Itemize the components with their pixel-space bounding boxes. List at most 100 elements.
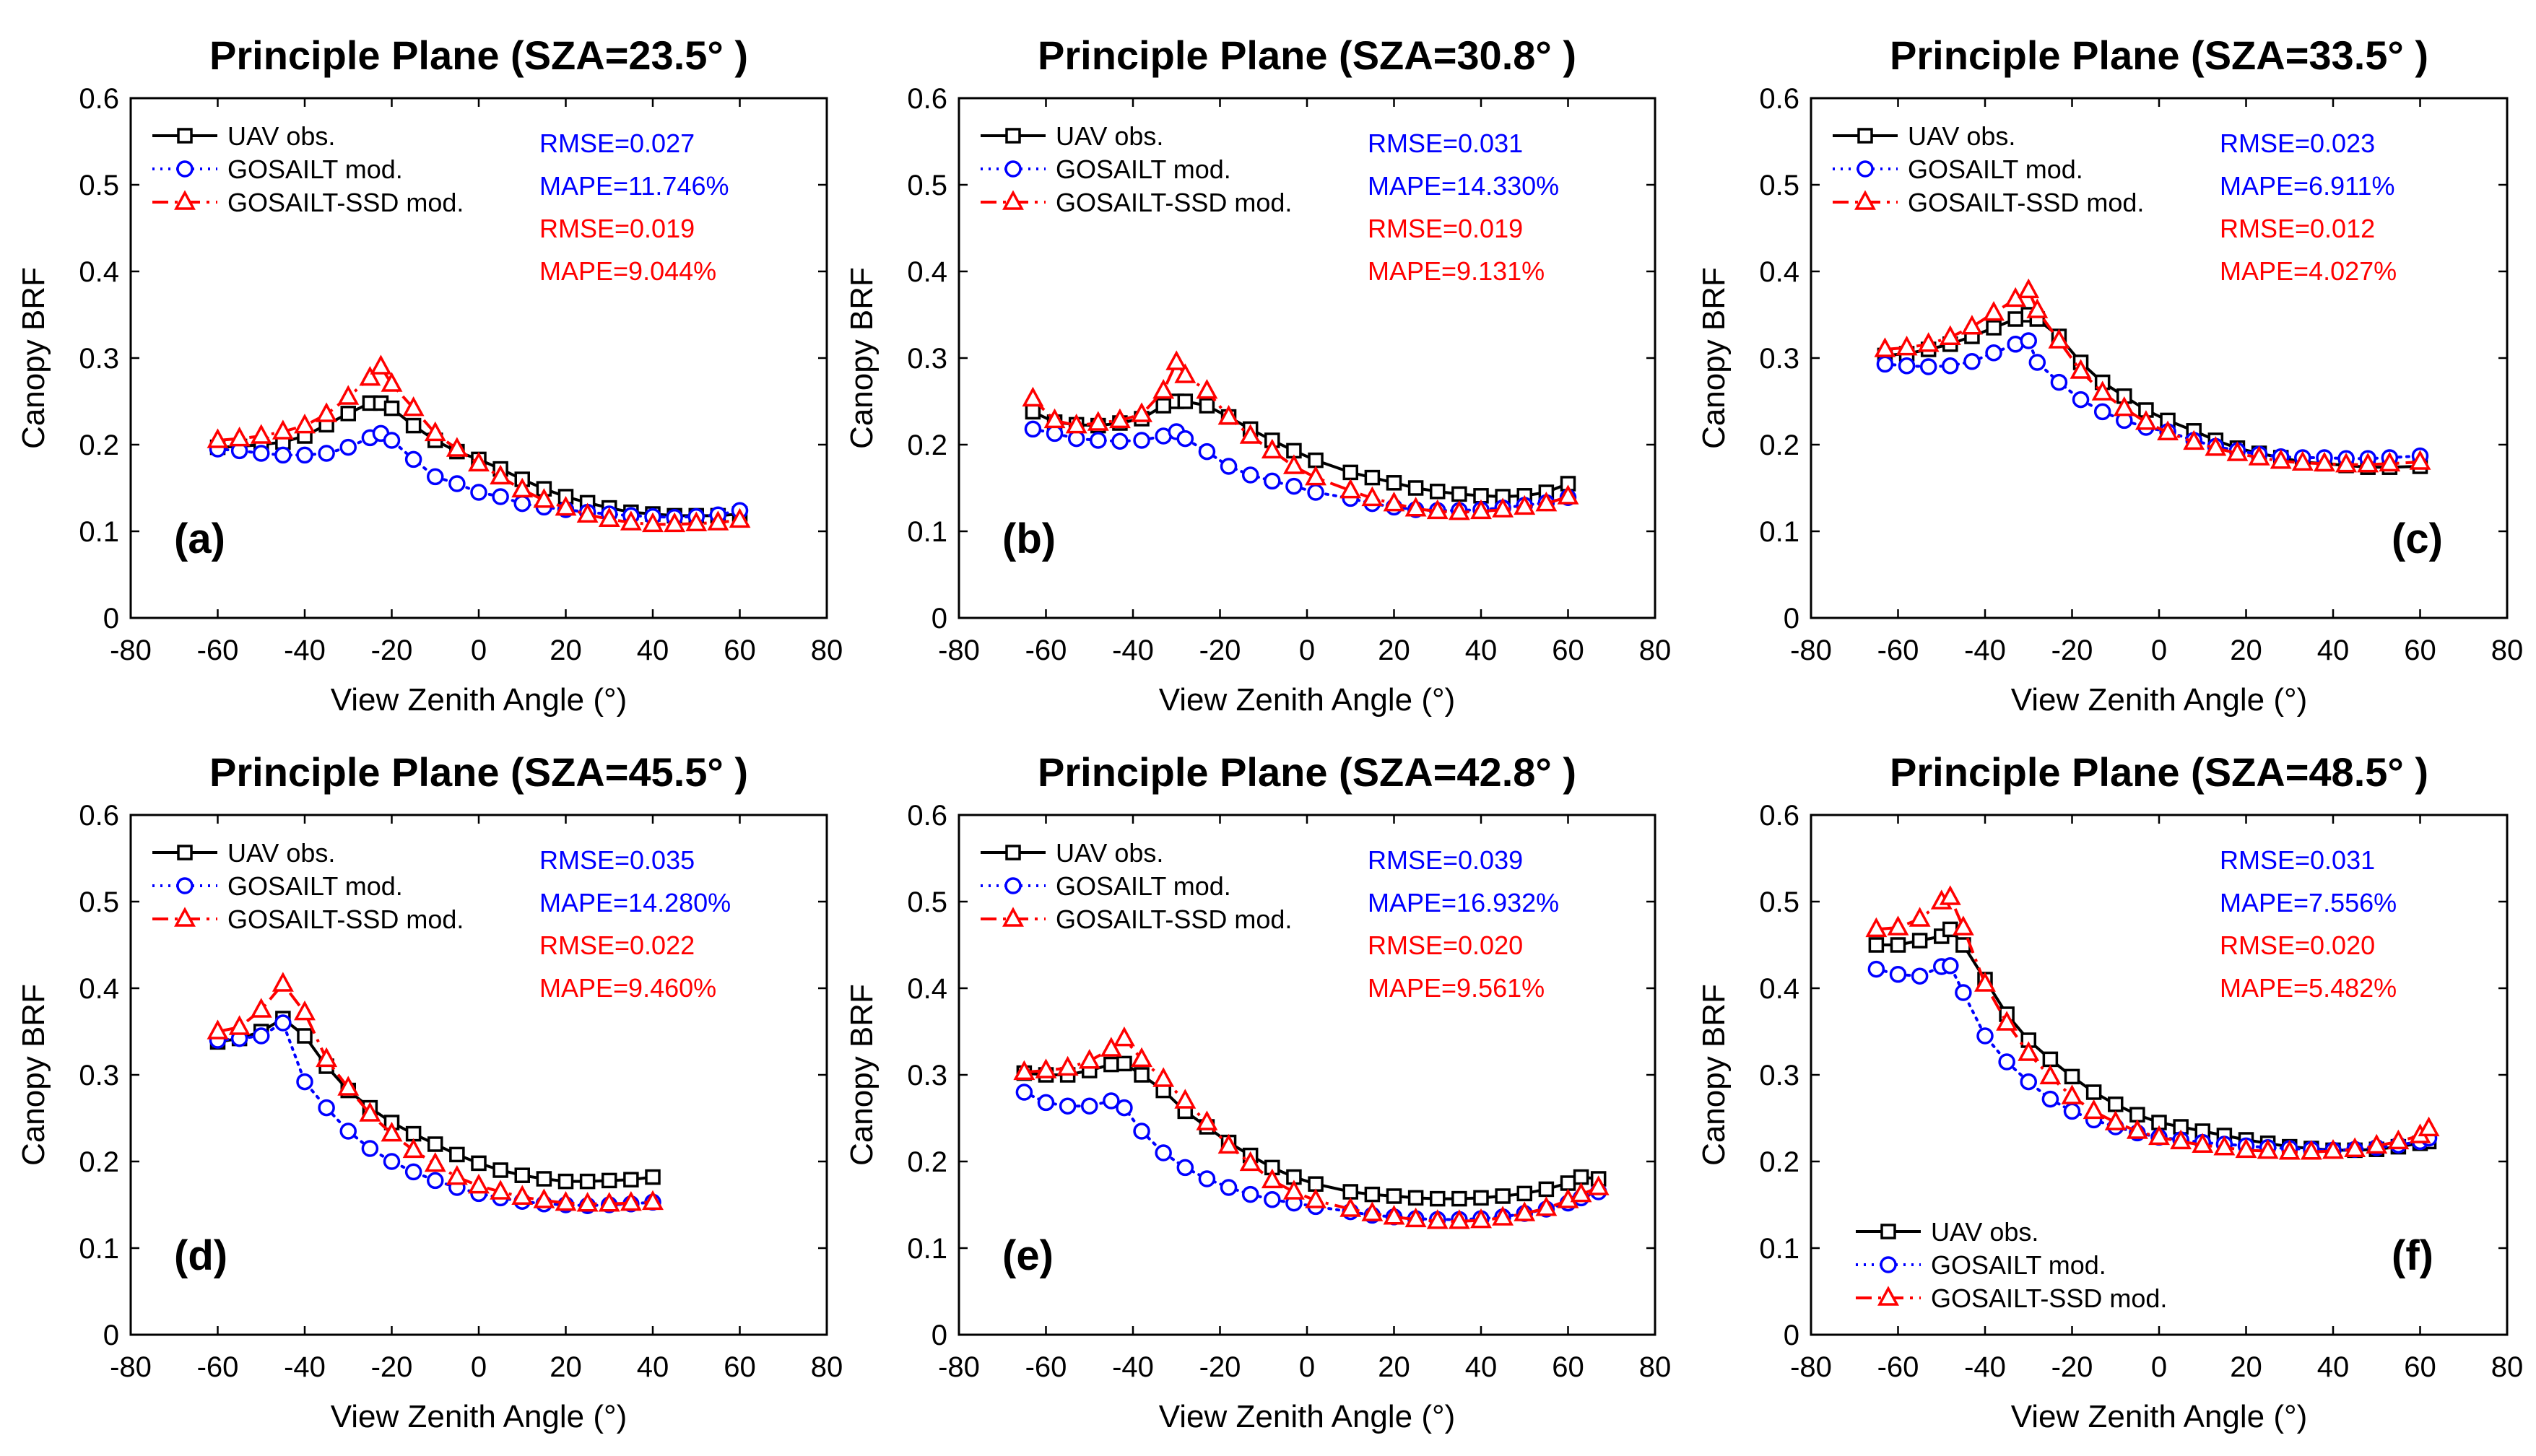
data-point-ssd	[250, 424, 272, 444]
data-point-gos	[1198, 1170, 1216, 1187]
x-tick-label: 80	[2491, 1351, 2524, 1383]
legend-marker-obs	[1005, 128, 1021, 144]
stat-annotation: RMSE=0.019	[539, 214, 695, 243]
legend-label: UAV obs.	[227, 121, 335, 151]
x-tick-label: 40	[2317, 635, 2350, 666]
stat-annotation: RMSE=0.023	[2220, 128, 2375, 158]
data-point-ssd	[1108, 408, 1131, 429]
data-point-gos	[1998, 1053, 2015, 1071]
legend-label: UAV obs.	[1908, 121, 2015, 151]
x-tick-label: -20	[371, 635, 413, 666]
data-point-ssd	[1470, 499, 1492, 520]
data-point-ssd	[1361, 486, 1384, 507]
data-point-gos	[1889, 966, 1907, 983]
legend-label: GOSAILT mod.	[227, 154, 403, 184]
data-point-obs	[1103, 1056, 1119, 1073]
y-tick-label: 0.5	[79, 886, 119, 918]
stat-annotation: MAPE=4.027%	[2220, 256, 2397, 286]
y-tick-label: 0.1	[1759, 516, 1799, 548]
data-point-ssd	[490, 464, 512, 485]
data-point-ssd	[1196, 378, 1218, 399]
data-point-ssd	[2409, 450, 2431, 470]
data-point-obs	[297, 1028, 313, 1044]
data-point-obs	[449, 1146, 465, 1163]
chart-title: Principle Plane (SZA=33.5° )	[1890, 32, 2428, 78]
data-point-ssd	[294, 413, 316, 434]
x-tick-label: -40	[1112, 1351, 1154, 1383]
data-point-ssd	[2148, 1125, 2170, 1146]
legend-marker-obs	[1005, 845, 1021, 860]
data-point-ssd	[2157, 420, 2179, 440]
x-tick-label: 40	[1465, 1351, 1498, 1383]
y-tick-label: 0.3	[79, 343, 119, 375]
data-point-gos	[1037, 1094, 1055, 1112]
y-tick-label: 0.1	[907, 1233, 947, 1265]
data-point-gos	[339, 438, 357, 456]
x-tick-label: -40	[1964, 635, 2006, 666]
x-tick-label: -20	[1199, 1351, 1241, 1383]
stat-annotation: MAPE=9.131%	[1368, 256, 1545, 286]
data-point-ssd	[2018, 1041, 2040, 1061]
x-tick-label: 20	[1378, 1351, 1410, 1383]
data-point-ssd	[1587, 1175, 1610, 1195]
y-tick-label: 0.5	[1759, 170, 1799, 201]
data-point-gos	[1220, 458, 1238, 475]
data-point-obs	[602, 1172, 617, 1189]
y-tick-label: 0.5	[79, 170, 119, 201]
data-point-ssd	[2291, 450, 2314, 471]
y-tick-label: 0.2	[907, 430, 947, 461]
data-point-ssd	[402, 1138, 425, 1159]
data-point-ssd	[2205, 436, 2227, 456]
x-tick-label: -60	[1025, 635, 1067, 666]
data-point-ssd	[2379, 451, 2401, 472]
data-point-gos	[1220, 1179, 1238, 1196]
legend-marker-gos	[1004, 877, 1022, 894]
chart-panel-a: Principle Plane (SZA=23.5° ) -80 -60 -40 -20…	[16, 32, 843, 718]
legend-marker-ssd	[1002, 190, 1024, 210]
legend-marker-obs	[177, 128, 193, 144]
stat-annotation: MAPE=7.556%	[2220, 888, 2397, 917]
x-tick-label: -60	[1877, 635, 1919, 666]
data-point-obs	[2042, 1051, 2059, 1068]
x-tick-label: 60	[2404, 635, 2436, 666]
x-tick-label: -60	[1025, 1351, 1067, 1383]
data-point-ssd	[2257, 1138, 2279, 1159]
legend-label: GOSAILT mod.	[227, 871, 403, 901]
data-point-ssd	[1261, 1168, 1283, 1189]
y-tick-label: 0.2	[907, 1146, 947, 1178]
data-point-obs	[645, 1169, 661, 1185]
stat-annotation: RMSE=0.019	[1368, 214, 1523, 243]
stat-annotation: RMSE=0.020	[2220, 930, 2375, 960]
stat-annotation: MAPE=9.044%	[539, 256, 716, 286]
data-point-obs	[492, 1162, 508, 1178]
x-tick-label: -60	[197, 1351, 239, 1383]
x-tick-label: -60	[197, 635, 239, 666]
legend-label: GOSAILT-SSD mod.	[1931, 1283, 2167, 1313]
chart-panel-e: Principle Plane (SZA=42.8° ) -80 -60 -40 -20…	[844, 749, 1671, 1434]
legend-marker-obs	[177, 845, 193, 860]
y-axis-label: Canopy BRF	[844, 984, 880, 1166]
data-point-obs	[1308, 452, 1324, 468]
x-axis-label: View Zenith Angle (°)	[331, 682, 628, 718]
data-point-ssd	[446, 437, 468, 457]
data-point-ssd	[1013, 1060, 1035, 1081]
data-point-gos	[1911, 967, 1929, 985]
legend-marker-ssd	[1877, 1286, 1899, 1306]
data-point-ssd	[2113, 396, 2135, 417]
data-point-ssd	[1404, 1207, 1427, 1228]
data-point-gos	[1176, 430, 1194, 448]
panel-letter: (b)	[1002, 515, 1056, 562]
data-point-obs	[1573, 1169, 1589, 1185]
x-tick-label: 0	[471, 1351, 487, 1383]
y-tick-label: 0.1	[1759, 1233, 1799, 1265]
data-point-gos	[274, 446, 292, 464]
y-tick-label: 0	[1784, 1320, 1799, 1351]
y-tick-label: 0.1	[79, 1233, 119, 1265]
data-point-obs	[340, 406, 356, 422]
data-point-ssd	[707, 510, 729, 531]
data-point-ssd	[1239, 424, 1262, 444]
legend-label: UAV obs.	[1056, 838, 1163, 868]
data-point-ssd	[424, 1151, 446, 1172]
data-point-ssd	[207, 428, 229, 448]
data-point-ssd	[468, 1173, 490, 1194]
